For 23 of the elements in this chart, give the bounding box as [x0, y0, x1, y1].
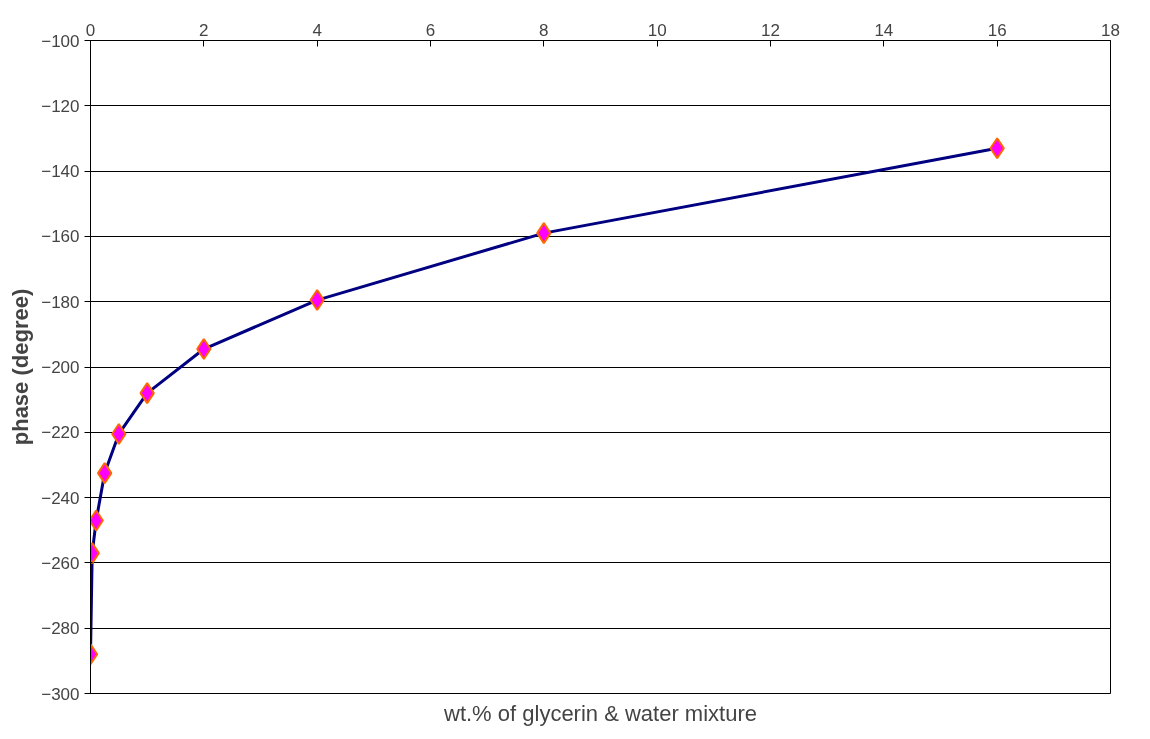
- x-tick-label: 2: [199, 20, 209, 40]
- y-tick-label: −140: [41, 162, 80, 182]
- y-tick-label: −160: [41, 227, 80, 247]
- y-tick-label: −200: [41, 358, 80, 377]
- x-tick-label: 6: [425, 20, 436, 40]
- y-tick-label: −100: [41, 31, 80, 51]
- x-tick-label: 10: [647, 20, 667, 40]
- y-tick-label: −300: [41, 684, 80, 704]
- y-tick-label: −260: [41, 553, 80, 573]
- y-tick-label: −280: [41, 619, 80, 639]
- x-tick-label: 8: [539, 20, 549, 40]
- y-tick-label: −120: [41, 96, 80, 116]
- x-tick-label: 0: [85, 20, 96, 40]
- x-tick-label: 18: [1101, 20, 1120, 40]
- y-tick-label: −180: [41, 292, 80, 312]
- y-axis-title: phase (degree): [8, 288, 34, 446]
- x-tick-label: 14: [874, 20, 894, 40]
- x-tick-label: 12: [761, 20, 780, 40]
- y-tick-label: −220: [41, 423, 80, 443]
- x-tick-label: 16: [987, 20, 1007, 40]
- x-tick-label: 4: [312, 20, 322, 40]
- y-tick-label: −240: [41, 488, 80, 508]
- x-axis-title: wt.% of glycerin & water mixture: [443, 700, 757, 726]
